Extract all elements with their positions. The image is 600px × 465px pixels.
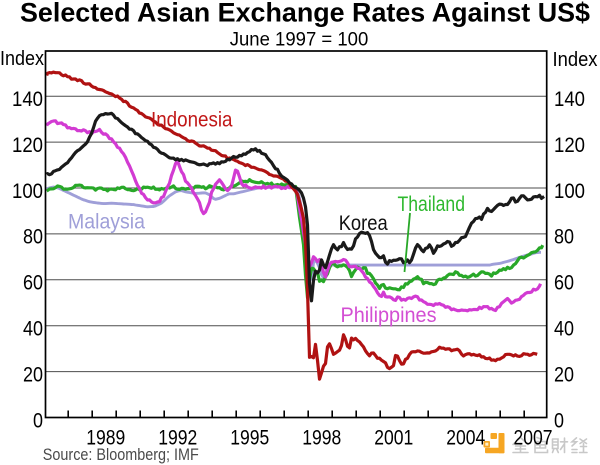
- svg-text:Thailand: Thailand: [398, 193, 466, 216]
- svg-text:1995: 1995: [230, 427, 269, 450]
- svg-text:Malaysia: Malaysia: [68, 211, 145, 234]
- svg-text:20: 20: [23, 363, 43, 386]
- svg-text:120: 120: [12, 134, 43, 157]
- svg-text:140: 140: [12, 88, 43, 111]
- svg-text:40: 40: [23, 318, 43, 341]
- svg-text:Source: Bloomberg; IMF: Source: Bloomberg; IMF: [43, 446, 199, 464]
- svg-text:0: 0: [554, 409, 564, 432]
- svg-text:2004: 2004: [446, 427, 485, 450]
- svg-text:June 1997 = 100: June 1997 = 100: [230, 28, 369, 50]
- svg-text:0: 0: [33, 409, 43, 432]
- svg-text:60: 60: [23, 272, 43, 295]
- svg-text:Index: Index: [553, 49, 598, 71]
- svg-text:Philippines: Philippines: [341, 304, 437, 327]
- svg-text:Selected Asian Exchange Rates: Selected Asian Exchange Rates Against US…: [20, 0, 590, 28]
- svg-text:80: 80: [554, 226, 574, 249]
- svg-text:Korea: Korea: [339, 212, 388, 235]
- svg-text:Index: Index: [0, 48, 44, 70]
- svg-text:100: 100: [12, 180, 43, 203]
- svg-text:2007: 2007: [514, 427, 553, 450]
- svg-text:20: 20: [554, 363, 574, 386]
- svg-text:1992: 1992: [158, 427, 197, 450]
- svg-text:40: 40: [554, 318, 574, 341]
- svg-text:60: 60: [554, 272, 574, 295]
- svg-text:2001: 2001: [374, 427, 413, 450]
- svg-text:80: 80: [23, 226, 43, 249]
- svg-text:100: 100: [554, 180, 585, 203]
- svg-text:140: 140: [554, 88, 585, 111]
- svg-text:120: 120: [554, 134, 585, 157]
- svg-text:1998: 1998: [302, 427, 341, 450]
- svg-text:1989: 1989: [86, 427, 125, 450]
- svg-text:Indonesia: Indonesia: [151, 108, 233, 131]
